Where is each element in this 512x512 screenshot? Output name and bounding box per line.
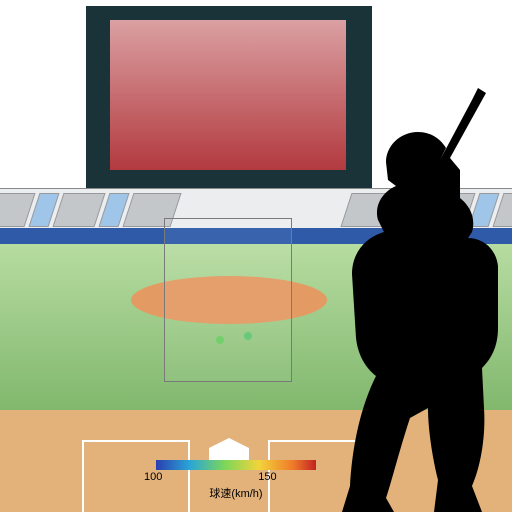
speed-legend: 100150 球速(km/h) [156,460,316,500]
speed-ticks: 100150 [156,471,316,485]
speed-tick: 150 [258,471,276,483]
batter-silhouette [300,88,512,512]
pitch-location-scene: 100150 球速(km/h) [0,0,512,512]
speed-legend-label: 球速(km/h) [156,485,316,501]
speed-colorbar [156,460,316,470]
strike-zone [164,218,292,382]
pitch-dot [216,336,224,344]
pitch-dot [244,332,252,340]
speed-tick: 100 [144,471,162,483]
